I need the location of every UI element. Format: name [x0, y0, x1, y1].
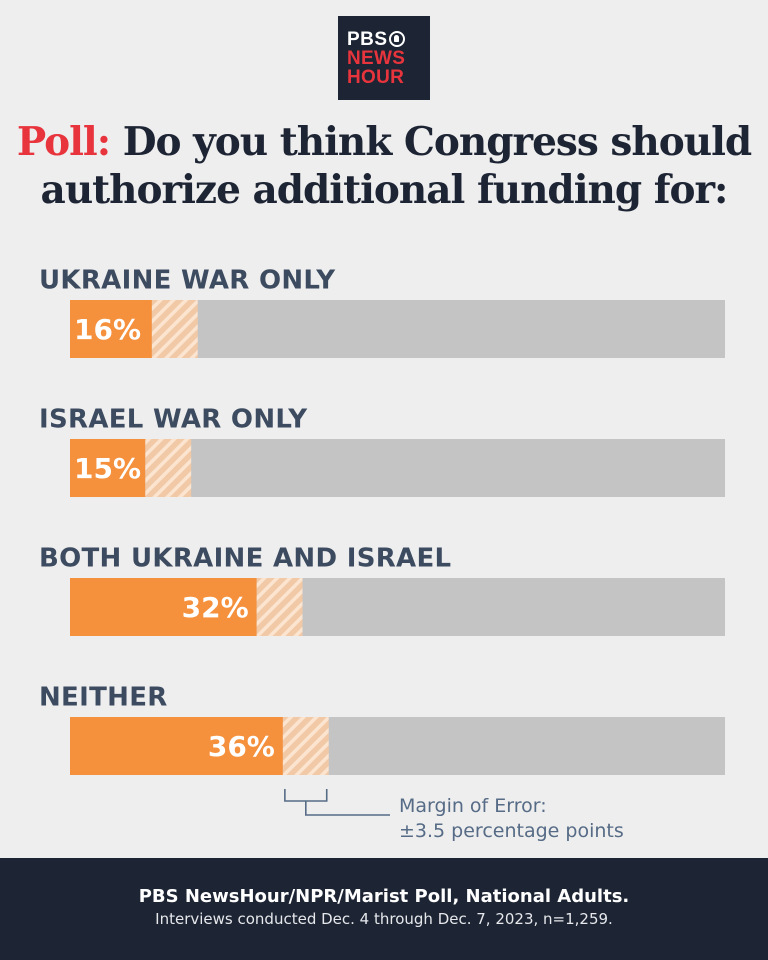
- footer-note: Interviews conducted Dec. 4 through Dec.…: [155, 910, 613, 928]
- footer-source: PBS NewsHour/NPR/Marist Poll, National A…: [138, 886, 630, 907]
- poll-label: Poll:: [16, 119, 111, 165]
- logo-news-text: NEWS: [347, 47, 406, 69]
- category-label: BOTH UKRAINE AND ISRAEL: [39, 544, 451, 574]
- bar-chart: UKRAINE WAR ONLY 16% ISRAEL WAR ONLY 15% BOT…: [39, 266, 725, 816]
- bar: [70, 439, 146, 497]
- value-label: 16%: [74, 313, 141, 346]
- bar: [70, 717, 283, 775]
- value-label: 32%: [182, 591, 249, 624]
- moe-label-line1: Margin of Error:: [399, 795, 547, 817]
- logo-pbs-text: PBS: [347, 28, 388, 50]
- bar-margin-of-error: [151, 300, 198, 358]
- category-label: NEITHER: [39, 683, 168, 713]
- bar-margin-of-error: [145, 439, 192, 497]
- logo-hour-text: HOUR: [347, 66, 405, 88]
- category-label: ISRAEL WAR ONLY: [39, 405, 308, 435]
- pbs-newshour-logo: PBS NEWS HOUR: [338, 16, 430, 100]
- margin-of-error-label: Margin of Error: ±3.5 percentage points: [399, 794, 624, 844]
- poll-question: Do you think Congress should authorize a…: [40, 119, 753, 213]
- moe-label-line2: ±3.5 percentage points: [399, 820, 624, 842]
- moe-bracket: [284, 789, 328, 802]
- value-label: 15%: [74, 452, 141, 485]
- bar-margin-of-error: [256, 578, 303, 636]
- bar: [70, 578, 257, 636]
- footer: PBS NewsHour/NPR/Marist Poll, National A…: [0, 858, 768, 960]
- pbs-head-icon: [388, 31, 405, 47]
- logo-pbs-line: PBS: [347, 30, 430, 49]
- value-label: 36%: [208, 730, 275, 763]
- category-label: UKRAINE WAR ONLY: [39, 266, 336, 296]
- bar-margin-of-error: [282, 717, 329, 775]
- moe-leader-line: [305, 801, 390, 816]
- page-title: Poll: Do you think Congress should autho…: [0, 118, 768, 214]
- bar: [70, 300, 152, 358]
